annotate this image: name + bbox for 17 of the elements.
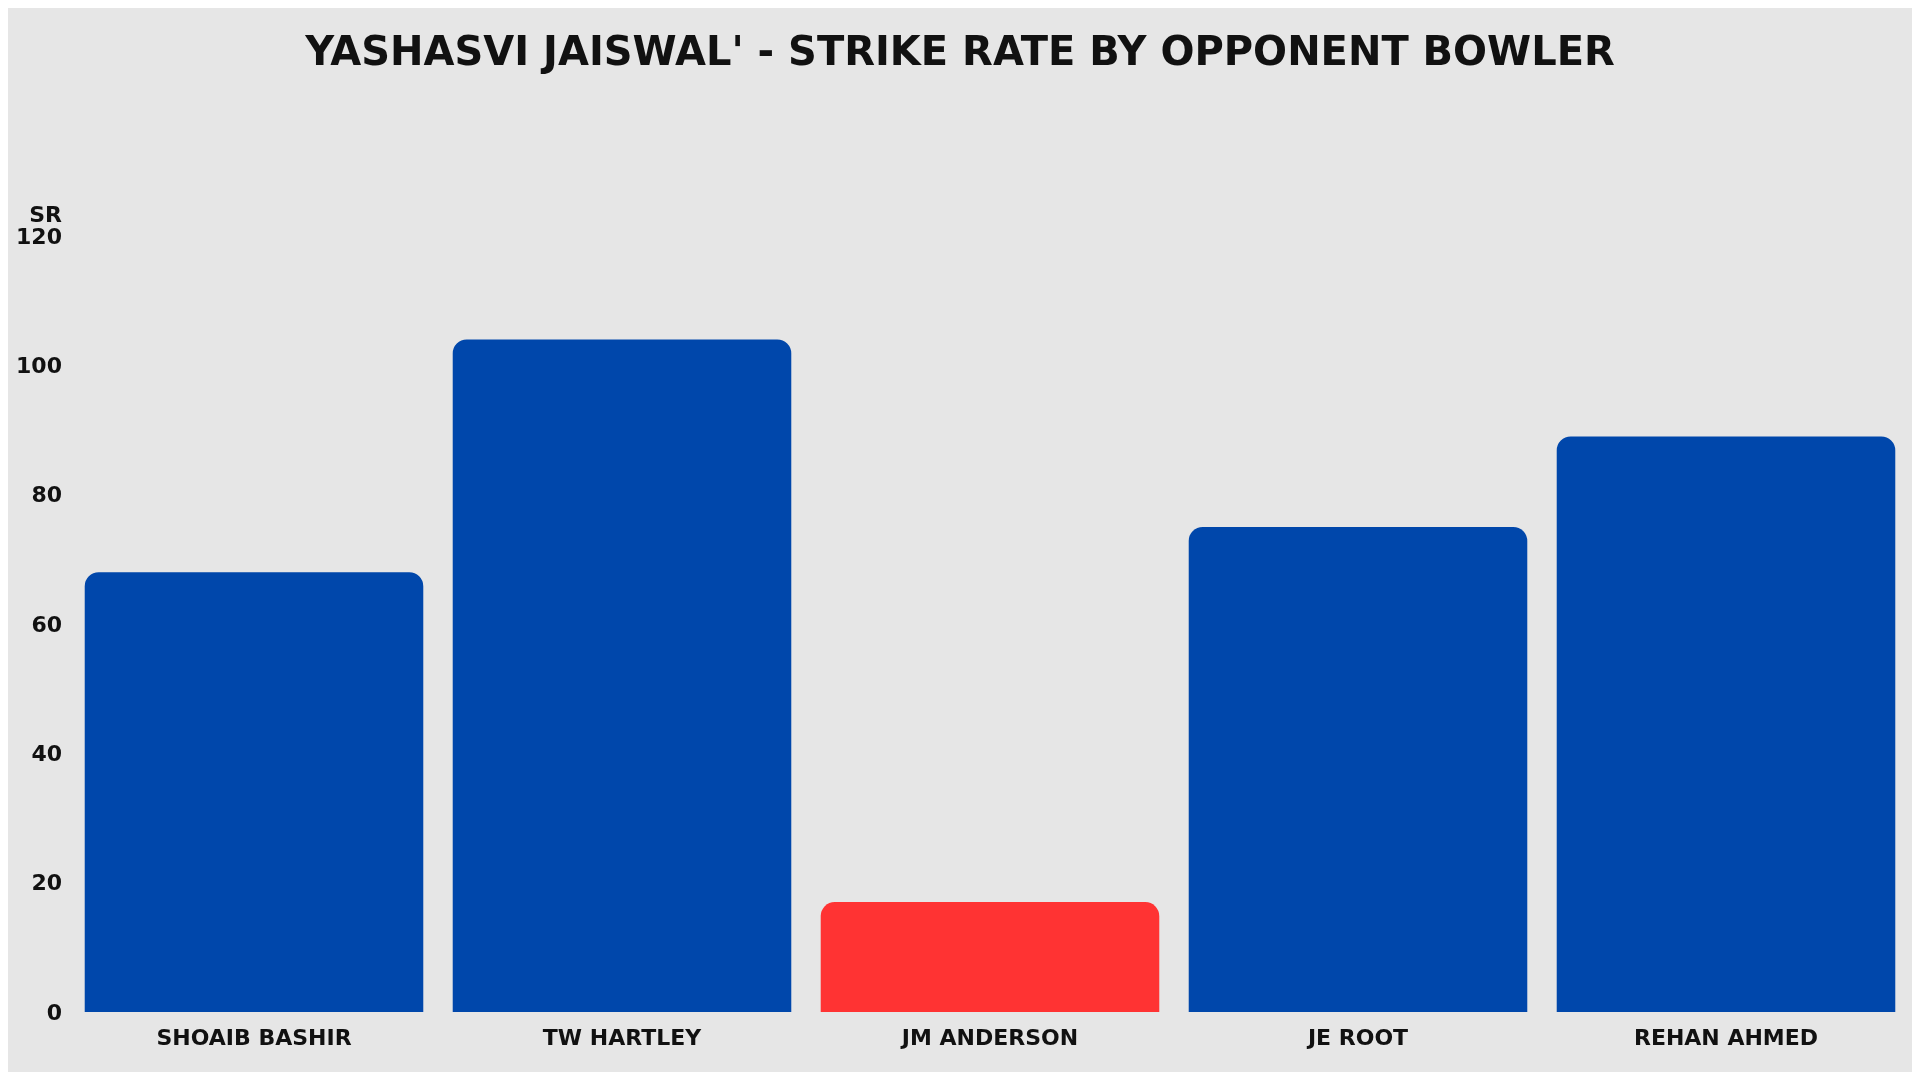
y-tick-label: 80 — [31, 482, 62, 508]
y-tick-label: 60 — [31, 611, 62, 637]
y-tick-label: 20 — [31, 870, 62, 896]
x-tick-label: JM ANDERSON — [899, 1024, 1079, 1050]
bar — [84, 572, 424, 1012]
chart-title: YASHASVI JAISWAL' - STRIKE RATE BY OPPONENT BOWLER — [304, 28, 1615, 74]
x-tick-label: REHAN AHMED — [1633, 1024, 1819, 1050]
y-tick-label: 40 — [31, 740, 62, 766]
x-tick-label: JE ROOT — [1305, 1024, 1409, 1050]
x-tick-label: SHOAIB BASHIR — [156, 1024, 352, 1050]
y-tick-label: 0 — [46, 999, 62, 1025]
bar — [820, 902, 1160, 1012]
bar — [1556, 436, 1896, 1012]
bar — [1188, 527, 1528, 1012]
x-tick-label: TW HARTLEY — [542, 1024, 703, 1050]
y-tick-label: 100 — [16, 352, 62, 378]
bar — [452, 339, 792, 1012]
